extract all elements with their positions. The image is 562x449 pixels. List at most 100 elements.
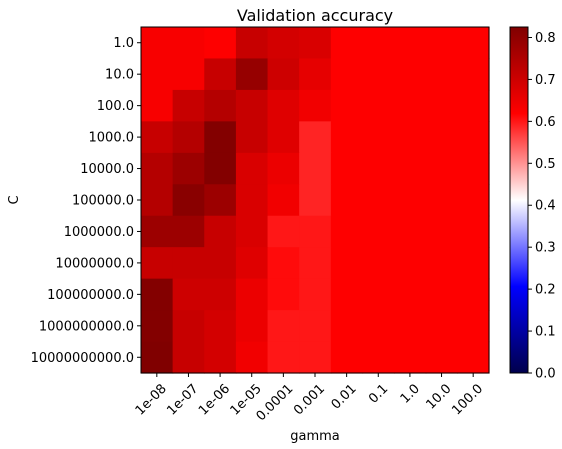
heatmap-cell-r5-c1: [172, 184, 205, 217]
heatmap-cell-r8-c8: [394, 278, 427, 311]
heatmap-cell-r1-c7: [362, 58, 395, 91]
heatmap-cell-r4-c7: [362, 152, 395, 185]
heatmap-cell-r3-c7: [362, 121, 395, 154]
heatmap-cell-r6-c1: [172, 215, 205, 248]
heatmap-cell-r4-c3: [235, 152, 269, 185]
y-tick-label: 100.0: [97, 99, 134, 114]
heatmap-cell-r2-c5: [299, 89, 332, 122]
heatmap-cell-r4-c0: [141, 152, 174, 185]
heatmap-cell-r8-c5: [299, 278, 332, 311]
heatmap-cell-r3-c3: [235, 121, 269, 154]
colorbar: 0.0 0.1 0.2 0.3 0.4 0.5 0.6 0.7 0.8: [509, 26, 556, 382]
heatmap-cell-r4-c5: [299, 152, 332, 185]
heatmap-cell-r7-c4: [267, 247, 300, 280]
y-tick-label: 100000000.0: [47, 288, 134, 303]
y-tick-label: 10000000000.0: [31, 351, 134, 366]
heatmap-cell-r10-c4: [267, 341, 300, 374]
heatmap-cell-r5-c10: [457, 184, 490, 217]
heatmap-cell-r7-c5: [299, 247, 332, 280]
heatmap-cell-r3-c8: [394, 121, 427, 154]
heatmap-cell-r8-c1: [172, 278, 205, 311]
y-tick-label: 1.0: [113, 36, 134, 51]
heatmap-cell-r6-c2: [204, 215, 237, 248]
y-tick-label: 10000.0: [80, 162, 134, 177]
heatmap-cell-r10-c5: [299, 341, 332, 374]
heatmap-cell-r4-c9: [425, 152, 458, 185]
heatmap-cell-r0-c1: [172, 27, 205, 60]
colorbar-tick-label: 0.8: [535, 31, 556, 46]
heatmap-cell-r6-c0: [141, 215, 174, 248]
heatmap-cell-r4-c2: [204, 152, 237, 185]
heatmap-cell-r4-c1: [172, 152, 205, 185]
heatmap-cell-r10-c8: [394, 341, 427, 374]
heatmap-cell-r5-c3: [235, 184, 269, 217]
y-tick-label: 10000000.0: [55, 256, 134, 271]
heatmap-cell-r10-c7: [362, 341, 395, 374]
heatmap-cell-r6-c8: [394, 215, 427, 248]
y-tick-label: 10.0: [105, 68, 134, 83]
y-tick-label: 100000.0: [72, 194, 134, 209]
heatmap-cell-r2-c8: [394, 89, 427, 122]
y-tick-label: 1000000000.0: [39, 319, 134, 334]
heatmap-cell-r9-c5: [299, 310, 332, 343]
heatmap-cell-r0-c5: [299, 27, 332, 60]
colorbar-tick-label: 0.1: [535, 325, 556, 340]
x-tick-label: 0.001: [291, 381, 328, 418]
heatmap-cell-r6-c10: [457, 215, 490, 248]
heatmap-cell-r2-c0: [141, 89, 174, 122]
heatmap-cell-r2-c6: [330, 89, 364, 122]
colorbar-gradient: [509, 26, 529, 374]
heatmap-cell-r1-c9: [425, 58, 458, 91]
y-tick-label: 1000000.0: [64, 225, 134, 240]
x-tick-label: 1.0: [398, 381, 423, 406]
heatmap-cell-r9-c7: [362, 310, 395, 343]
heatmap-cell-r0-c3: [235, 27, 269, 60]
heatmap-cell-r2-c4: [267, 89, 300, 122]
heatmap-cell-r10-c6: [330, 341, 364, 374]
colorbar-tick-label: 0.4: [535, 199, 556, 214]
heatmap-cell-r6-c6: [330, 215, 364, 248]
heatmap-cell-r2-c9: [425, 89, 458, 122]
y-tick-label: 1000.0: [89, 131, 135, 146]
heatmap-cell-r1-c0: [141, 58, 174, 91]
heatmap-cell-r0-c7: [362, 27, 395, 60]
heatmap-cell-r9-c10: [457, 310, 490, 343]
heatmap-cell-r4-c6: [330, 152, 364, 185]
heatmap-cell-r0-c10: [457, 27, 490, 60]
heatmap-cell-r1-c10: [457, 58, 490, 91]
heatmap-cell-r3-c1: [172, 121, 205, 154]
heatmap-cell-r1-c3: [235, 58, 269, 91]
heatmap-cell-r9-c0: [141, 310, 174, 343]
heatmap-cell-r9-c4: [267, 310, 300, 343]
heatmap-cell-r1-c5: [299, 58, 332, 91]
heatmap-cell-r9-c6: [330, 310, 364, 343]
heatmap-cell-r1-c2: [204, 58, 237, 91]
heatmap-cell-r3-c9: [425, 121, 458, 154]
y-axis-label: C: [7, 195, 22, 204]
heatmap-cell-r5-c2: [204, 184, 237, 217]
heatmap-cell-r10-c10: [457, 341, 490, 374]
heatmap-cell-r0-c4: [267, 27, 300, 60]
heatmap-cell-r3-c6: [330, 121, 364, 154]
x-tick-label: 1e-06: [196, 381, 233, 418]
heatmap-cell-r2-c10: [457, 89, 490, 122]
heatmap-cell-r2-c7: [362, 89, 395, 122]
heatmap-cell-r7-c7: [362, 247, 395, 280]
colorbar-tick-label: 0.5: [535, 157, 556, 172]
heatmap-cell-r1-c8: [394, 58, 427, 91]
heatmap-cell-r8-c3: [235, 278, 269, 311]
heatmap-cell-r9-c2: [204, 310, 237, 343]
colorbar-tick-label: 0.0: [535, 367, 556, 382]
colorbar-tick-label: 0.6: [535, 115, 556, 130]
chart-title: Validation accuracy: [237, 6, 393, 25]
heatmap-cell-r3-c4: [267, 121, 300, 154]
heatmap-cell-r5-c8: [394, 184, 427, 217]
heatmap-cell-r7-c10: [457, 247, 490, 280]
heatmap-cell-r6-c3: [235, 215, 269, 248]
heatmap-cell-r8-c2: [204, 278, 237, 311]
heatmap-cell-r8-c10: [457, 278, 490, 311]
heatmap-cell-r10-c0: [141, 341, 174, 374]
heatmap-cell-r7-c3: [235, 247, 269, 280]
